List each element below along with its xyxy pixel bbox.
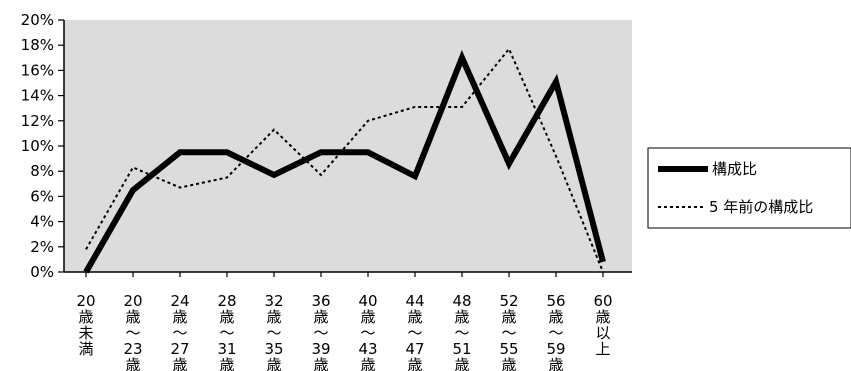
plot-area (64, 20, 632, 272)
legend-label-series-1: 構成比 (712, 160, 757, 178)
y-tick-label: 10% (21, 137, 54, 155)
y-axis: 0% 2% 4% 6% 8% 10% 12% 14% 16% 18% 20% (21, 11, 64, 281)
series-group (83, 47, 606, 274)
x-tick-label: 36 歳～ 39 歳 (311, 292, 330, 371)
series-line-2 (85, 47, 604, 273)
x-tick-label: 24 歳～ 27 歳 (170, 292, 189, 371)
series-line-1 (83, 50, 606, 274)
x-tick-label: 28 歳～ 31 歳 (217, 292, 236, 371)
y-tick-label: 4% (30, 213, 54, 231)
x-tick-label: 48 歳～ 51 歳 (452, 292, 471, 371)
y-tick-label: 0% (30, 263, 54, 281)
x-tick-label: 56 歳～ 59 歳 (546, 292, 565, 371)
x-axis: 20 歳未満 20 歳～ 23 歳 24 歳～ 27 歳 28 歳～ 31 歳 32 歳～ 35 歳 36 歳～ 39 歳… (76, 272, 613, 371)
x-tick-label: 20 歳～ 23 歳 (123, 292, 142, 371)
x-tick-label: 20 歳未満 (76, 292, 95, 358)
legend-box (647, 147, 851, 229)
y-tick-label: 6% (30, 187, 54, 205)
x-tick-label: 44 歳～ 47 歳 (405, 292, 424, 371)
y-tick-label: 2% (30, 238, 54, 256)
y-tick-label: 8% (30, 162, 54, 180)
y-tick-label: 20% (21, 11, 54, 29)
x-tick-label: 40 歳～ 43 歳 (358, 292, 377, 371)
legend-label-series-2: 5 年前の構成比 (709, 198, 813, 216)
y-tick-label: 14% (21, 87, 54, 105)
legend: 構成比 5 年前の構成比 (647, 147, 851, 229)
y-tick-label: 16% (21, 61, 54, 79)
x-tick-label: 32 歳～ 35 歳 (264, 292, 283, 371)
y-tick-label: 12% (21, 112, 54, 130)
y-tick-label: 18% (21, 36, 54, 54)
x-tick-label: 60 歳以上 (593, 292, 612, 358)
x-tick-label: 52 歳～ 55 歳 (499, 292, 518, 371)
